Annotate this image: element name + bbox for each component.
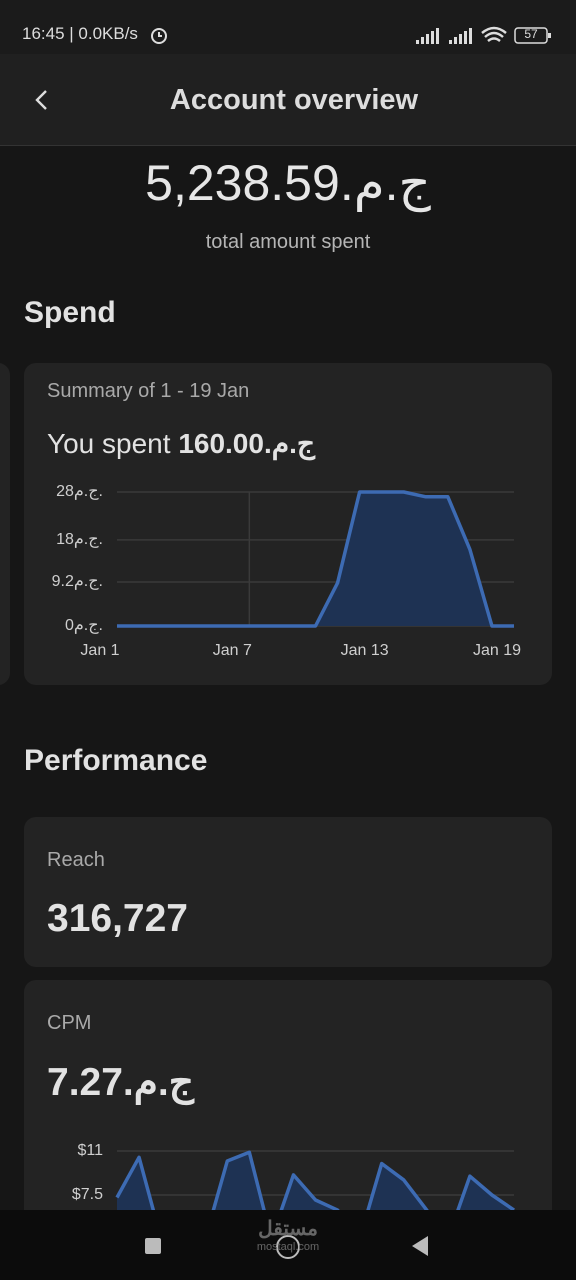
section-heading: Performance	[24, 744, 208, 777]
spent-text: You spent 160.00ج.م.	[47, 427, 315, 460]
spend-card[interactable]: Summary of 1 - 19 Jan You spent 160.00ج.…	[24, 363, 552, 685]
amount: 5,238.59	[145, 155, 340, 211]
reach-card[interactable]: Reach 316,727	[24, 817, 552, 967]
metric-label: CPM	[47, 1012, 92, 1034]
spent-amount: 160.00	[178, 428, 264, 459]
page-title: Account overview	[169, 84, 419, 116]
cpm-currency: ج.م.	[122, 1061, 194, 1104]
spent-prefix: You spent	[47, 428, 171, 459]
cpm-card[interactable]: CPM 7.27ج.م.	[24, 980, 552, 1240]
status-icons	[416, 26, 551, 44]
card-title: Summary of 1 - 19 Jan	[47, 380, 250, 402]
app-header: Account overview	[0, 54, 576, 146]
metric-label: Reach	[47, 849, 105, 871]
metric-value: 316,727	[47, 897, 188, 940]
battery-level: 57	[524, 27, 538, 41]
metric-value: 7.27ج.م.	[47, 1060, 194, 1105]
watermark-name: مستقل	[258, 1218, 318, 1240]
back-nav-button[interactable]	[410, 1235, 430, 1257]
alarm-icon	[151, 28, 167, 44]
navigation-bar: مستقل mostaql.com	[0, 1210, 576, 1280]
cpm-value: 7.27	[47, 1061, 123, 1104]
status-bar: 16:45 | 0.0KB/s 57	[0, 0, 576, 54]
watermark-site: mostaql.com	[256, 1241, 320, 1253]
spent-currency: ج.م.	[263, 428, 315, 459]
total-amount: 5,238.59ج.م.	[0, 154, 576, 212]
currency: ج.م.	[339, 155, 431, 211]
previous-card[interactable]	[0, 363, 10, 685]
status-time: 16:45 | 0.0KB/s	[22, 24, 138, 43]
back-button[interactable]	[30, 88, 54, 112]
recents-button[interactable]	[145, 1238, 161, 1254]
section-heading: Spend	[24, 296, 116, 329]
total-label: total amount spent	[205, 231, 371, 253]
